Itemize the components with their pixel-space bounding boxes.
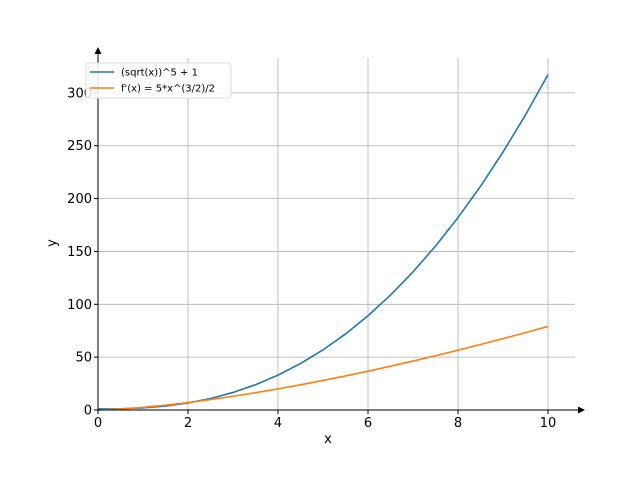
legend-label-2: f'(x) = 5*x^(3/2)/2 <box>121 84 215 95</box>
x-tick-label: 6 <box>364 416 372 431</box>
y-tick-label: 100 <box>67 298 92 313</box>
x-tick-label: 2 <box>184 416 192 431</box>
x-axis-arrow <box>578 406 585 414</box>
y-tick-label: 150 <box>67 245 92 260</box>
x-tick-label: 10 <box>540 416 557 431</box>
grid <box>97 58 575 411</box>
x-tick-label: 0 <box>94 416 102 431</box>
x-axis-label: x <box>324 432 332 447</box>
y-tick-label: 50 <box>75 351 92 366</box>
y-tick-label: 0 <box>84 404 92 419</box>
x-tick-label: 4 <box>274 416 282 431</box>
axes <box>94 47 585 414</box>
series-layer <box>97 74 549 411</box>
legend-label-1: (sqrt(x))^5 + 1 <box>121 68 198 79</box>
x-tick-label: 8 <box>454 416 462 431</box>
y-tick-label: 200 <box>67 192 92 207</box>
y-axis-arrow <box>94 47 102 54</box>
series-line-2 <box>97 325 549 411</box>
legend-box <box>85 62 232 99</box>
legend: (sqrt(x))^5 + 1 f'(x) = 5*x^(3/2)/2 <box>85 62 232 99</box>
y-tick-label: 250 <box>67 139 92 154</box>
y-axis-label: y <box>45 239 60 247</box>
